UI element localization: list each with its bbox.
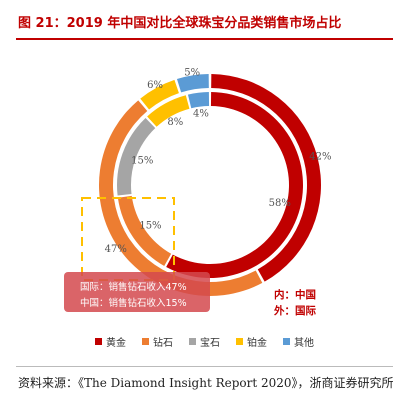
inner-slice-diamond [117,195,172,266]
chart-title: 图 21：2019 年中国对比全球珠宝分品类销售市场占比 [18,16,342,31]
legend-swatch-diamond [142,337,149,345]
legend-swatch-gold [95,337,102,345]
outer-label-diamond: 47% [105,244,127,255]
legend-item-diamond: 钻石 [142,333,173,349]
legend-item-other: 其他 [283,333,314,349]
legend-label-other: 其他 [294,337,314,349]
outer-label-other: 5% [184,67,200,78]
outer-label-platinum: 6% [147,80,163,91]
outer-slice-diamond [98,100,263,297]
legend-item-platinum: 铂金 [236,333,267,349]
inner-label-other: 4% [193,109,209,120]
slice-labels: 42% 47% 6% 5% 58% 15% 15% 8% 4% [105,67,332,255]
legend-label-diamond: 钻石 [153,337,173,349]
legend-swatch-gem [189,337,196,345]
outer-slice-platinum [140,79,179,110]
inner-slice-platinum [147,95,190,127]
nested-donut-chart: 42% 47% 6% 5% 58% 15% 15% 8% 4% [81,67,332,297]
callout-international: 国际：销售钻石收入47% [80,282,187,293]
outer-label-gold: 42% [309,152,331,163]
legend-label-platinum: 铂金 [247,337,267,349]
outer-slice-gold [211,74,321,282]
source-note: 资料来源：《The Diamond Insight Report 2020》，浙… [18,376,394,390]
inner-slice-gem [116,117,156,196]
legend-label-gold: 黄金 [106,337,126,349]
inner-label-gold: 58% [269,198,291,209]
outer-slice-other [176,74,209,93]
inner-slice-other [187,92,210,109]
diamond-highlight-box [81,197,175,281]
legend-swatch-platinum [236,337,243,345]
ring-note-inner: 内：中国 [274,289,316,301]
legend-swatch-other [283,337,290,345]
legend-item-gold: 黄金 [95,333,126,349]
inner-slice-gold [166,92,303,278]
ring-note-outer: 外：国际 [274,305,316,317]
inner-label-platinum: 8% [167,117,183,128]
source-rule [16,366,393,367]
diamond-callout [64,272,210,312]
chart-legend: 黄金 钻石 宝石 铂金 其他 [0,333,409,349]
title-rule [16,38,393,40]
inner-label-diamond: 15% [139,220,161,231]
inner-label-gem: 15% [131,156,153,167]
legend-item-gem: 宝石 [189,333,220,349]
inner-ring-china [116,92,303,278]
outer-ring-international [98,74,321,297]
callout-china: 中国：销售钻石收入15% [80,298,187,309]
legend-label-gem: 宝石 [200,337,220,349]
